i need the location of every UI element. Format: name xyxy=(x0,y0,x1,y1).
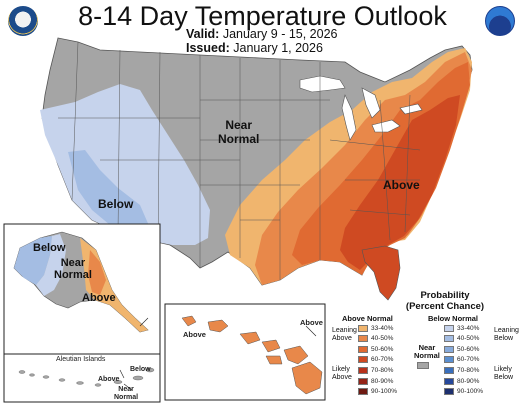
legend-range-label: 90-100% xyxy=(371,388,398,396)
alaska-above-medium-region xyxy=(88,250,106,295)
issued-date: January 1, 2026 xyxy=(233,41,323,55)
noaa-logo-icon xyxy=(485,6,515,36)
legend-color-swatch xyxy=(358,356,368,364)
legend-likely-above: Likely Above xyxy=(332,366,352,381)
alaska-below-light-region xyxy=(36,234,66,296)
aleutian-below-label: Below xyxy=(130,366,151,373)
alaska-below-region xyxy=(14,236,52,285)
above-swatches-row: 33-40% xyxy=(358,324,393,332)
legend-title: Probability (Percent Chance) xyxy=(405,290,485,312)
aleutian-above-label: Above xyxy=(98,376,120,383)
above-label: Above xyxy=(383,178,420,192)
legend-range-label: 80-90% xyxy=(457,377,480,385)
above-swatches-row: 90-100% xyxy=(358,388,397,396)
legend-color-swatch xyxy=(444,388,454,396)
alaska-below-label: Below xyxy=(33,242,66,254)
below-swatches-row: 50-60% xyxy=(444,345,479,353)
legend-range-label: 60-70% xyxy=(371,356,394,364)
aleutian-near-normal-label: Near Normal xyxy=(114,386,139,401)
legend-range-label: 80-90% xyxy=(371,377,394,385)
legend-range-label: 90-100% xyxy=(457,388,484,396)
page-title: 8-14 Day Temperature Outlook xyxy=(78,1,447,31)
legend-color-swatch xyxy=(358,335,368,343)
above-swatches-row: 40-50% xyxy=(358,335,393,343)
doc-seal-icon xyxy=(8,6,38,36)
hawaii-islands xyxy=(181,315,323,395)
below-swatches-row: 90-100% xyxy=(444,388,483,396)
legend-range-label: 40-50% xyxy=(457,335,480,343)
legend-range-label: 50-60% xyxy=(457,345,480,353)
state-borders xyxy=(58,41,421,280)
legend-color-swatch xyxy=(444,324,454,332)
legend-likely-below: Likely Below xyxy=(494,366,514,381)
legend-color-swatch xyxy=(444,377,454,385)
above-swatches-row: 70-80% xyxy=(358,366,393,374)
legend-color-swatch xyxy=(358,345,368,353)
legend-range-label: 33-40% xyxy=(457,324,480,332)
below-swatches-row: 33-40% xyxy=(444,324,479,332)
valid-label: Valid: xyxy=(186,27,220,41)
below-normal-light-region xyxy=(40,84,210,245)
legend-color-swatch xyxy=(358,324,368,332)
hawaii-above-left-label: Above xyxy=(183,330,206,339)
legend-color-swatch xyxy=(358,377,368,385)
above-swatches-row: 50-60% xyxy=(358,345,393,353)
legend-color-swatch xyxy=(444,366,454,374)
legend-color-swatch xyxy=(444,335,454,343)
legend-below-header: Below Normal xyxy=(428,314,479,323)
legend-color-swatch xyxy=(358,366,368,374)
alaska-near-normal-label: Near Normal xyxy=(54,257,92,281)
below-label: Below xyxy=(98,197,134,211)
legend-range-label: 33-40% xyxy=(371,324,394,332)
legend-leaning-below: Leaning Below xyxy=(494,327,519,342)
legend-color-swatch xyxy=(358,388,368,396)
legend-color-swatch xyxy=(444,345,454,353)
below-swatches-row: 70-80% xyxy=(444,366,479,374)
legend-range-label: 60-70% xyxy=(457,356,480,364)
legend-range-label: 50-60% xyxy=(371,345,394,353)
legend-near-normal-label: Near Normal xyxy=(414,343,440,360)
alaska-above-label: Above xyxy=(82,292,116,304)
label-leader-lines xyxy=(119,317,317,391)
florida-region xyxy=(361,245,401,301)
aleutian-title: Aleutian Islands xyxy=(56,356,106,363)
legend-near-normal-swatch xyxy=(417,362,429,369)
above-normal-60-70-region xyxy=(340,95,460,270)
near-normal-label: Near Normal xyxy=(218,118,260,146)
aleutian-islands xyxy=(18,367,155,387)
valid-dates: January 9 - 15, 2026 xyxy=(222,27,338,41)
below-swatches-row: 40-50% xyxy=(444,335,479,343)
legend-above-header: Above Normal xyxy=(342,314,393,323)
below-normal-medium-region xyxy=(68,150,150,232)
legend-leaning-above: Leaning Above xyxy=(332,327,357,342)
issued-line: Issued: January 1, 2026 xyxy=(186,41,323,55)
hawaii-above-right-label: Above xyxy=(300,318,323,327)
legend-color-swatch xyxy=(444,356,454,364)
legend-range-label: 70-80% xyxy=(457,366,480,374)
legend-range-label: 40-50% xyxy=(371,335,394,343)
above-swatches-row: 80-90% xyxy=(358,377,393,385)
legend-range-label: 70-80% xyxy=(371,366,394,374)
issued-label: Issued: xyxy=(186,41,230,55)
below-swatches-row: 60-70% xyxy=(444,356,479,364)
valid-line: Valid: January 9 - 15, 2026 xyxy=(186,27,338,41)
great-lakes xyxy=(299,75,423,141)
below-swatches-row: 80-90% xyxy=(444,377,479,385)
above-swatches-row: 60-70% xyxy=(358,356,393,364)
